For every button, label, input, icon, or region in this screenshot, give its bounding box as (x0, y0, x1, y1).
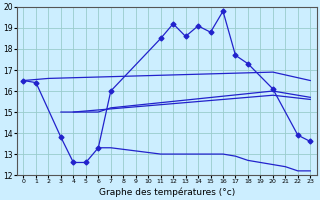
X-axis label: Graphe des températures (°c): Graphe des températures (°c) (99, 187, 235, 197)
